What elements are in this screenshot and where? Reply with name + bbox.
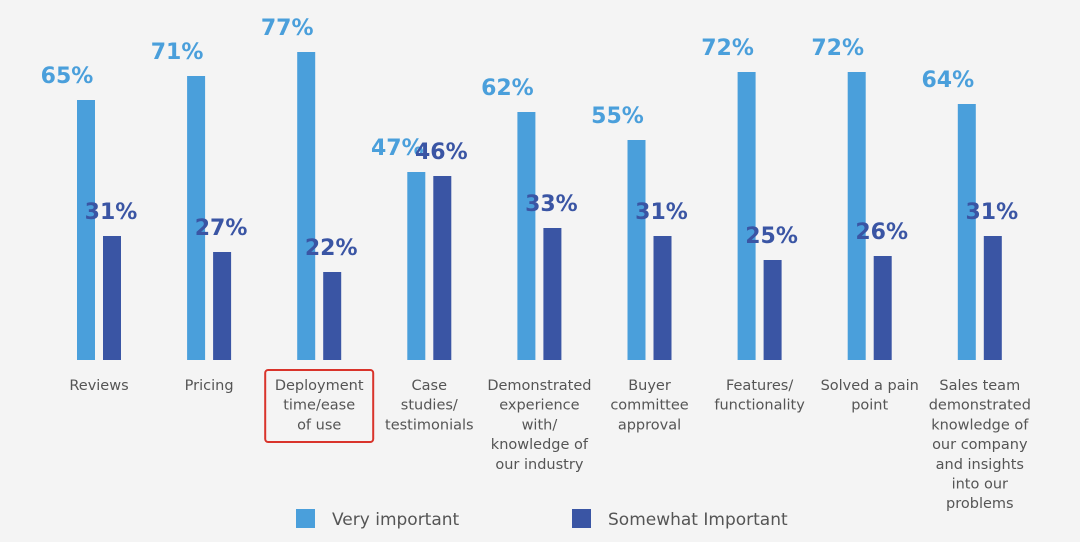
category-label: knowledge of	[491, 437, 589, 453]
data-label-somewhat-important: 46%	[415, 140, 468, 165]
bar-somewhat-important	[543, 228, 562, 360]
data-label-somewhat-important: 33%	[525, 192, 578, 217]
category-label: time/ease	[283, 398, 355, 414]
category-label: of use	[297, 417, 341, 433]
bar-very-important	[957, 104, 976, 360]
legend-swatch-very-important	[296, 509, 315, 528]
category-highlight-box	[264, 369, 375, 443]
category-label: Reviews	[69, 378, 128, 394]
legend-label-somewhat-important: Somewhat Important	[608, 510, 788, 530]
data-label-very-important: 77%	[261, 16, 314, 41]
category-label: committee	[610, 398, 688, 414]
bar-very-important	[77, 100, 95, 360]
data-label-somewhat-important: 27%	[195, 216, 248, 241]
category-label: with/	[522, 417, 558, 433]
data-label-very-important: 47%	[371, 136, 424, 161]
bar-somewhat-important	[433, 176, 452, 360]
bar-very-important	[627, 140, 646, 360]
bar-very-important	[407, 172, 426, 360]
data-label-very-important: 65%	[41, 64, 94, 89]
category-label: our company	[932, 437, 1028, 453]
category-label: problems	[946, 496, 1014, 512]
bar-very-important	[737, 72, 756, 360]
data-label-very-important: 72%	[701, 36, 754, 61]
data-label-somewhat-important: 25%	[745, 224, 798, 249]
legend-label-very-important: Very important	[332, 510, 460, 530]
category-label: Buyer	[628, 378, 671, 394]
category-label: Demonstrated	[487, 378, 591, 394]
bar-very-important	[187, 76, 206, 360]
category-label: experience	[499, 398, 579, 414]
data-label-somewhat-important: 31%	[965, 200, 1018, 225]
category-label: Solved a pain	[821, 378, 919, 394]
category-label: our industry	[495, 457, 583, 473]
category-label: functionality	[714, 398, 805, 414]
bar-very-important	[517, 112, 536, 360]
data-label-very-important: 62%	[481, 76, 534, 101]
data-label-somewhat-important: 26%	[855, 220, 908, 245]
bar-somewhat-important	[873, 256, 892, 360]
data-label-very-important: 72%	[811, 36, 864, 61]
category-label: approval	[618, 417, 681, 433]
bar-somewhat-important	[213, 252, 232, 360]
category-label: Features/	[726, 378, 793, 394]
data-label-somewhat-important: 31%	[85, 200, 138, 225]
category-label: demonstrated	[929, 398, 1031, 414]
category-label: into our	[952, 477, 1008, 493]
data-label-very-important: 55%	[591, 104, 644, 129]
bar-very-important	[847, 72, 866, 360]
bar-somewhat-important	[103, 236, 121, 360]
category-label: Deployment	[275, 378, 364, 394]
category-label: and insights	[936, 457, 1024, 473]
category-label: Pricing	[185, 378, 234, 394]
category-label: Sales team	[939, 378, 1020, 394]
bar-somewhat-important	[983, 236, 1002, 360]
category-label: Case	[412, 378, 448, 394]
bar-somewhat-important	[763, 260, 782, 360]
bar-somewhat-important	[653, 236, 672, 360]
data-label-somewhat-important: 31%	[635, 200, 688, 225]
category-label: point	[851, 398, 888, 414]
category-label: studies/	[401, 398, 458, 414]
category-label: testimonials	[385, 417, 474, 433]
bar-very-important	[297, 52, 316, 360]
legend-swatch-somewhat-important	[572, 509, 591, 528]
bar-somewhat-important	[323, 272, 342, 360]
data-label-very-important: 64%	[921, 68, 974, 93]
category-label: knowledge of	[931, 417, 1029, 433]
data-label-very-important: 71%	[151, 40, 204, 65]
data-label-somewhat-important: 22%	[305, 236, 358, 261]
